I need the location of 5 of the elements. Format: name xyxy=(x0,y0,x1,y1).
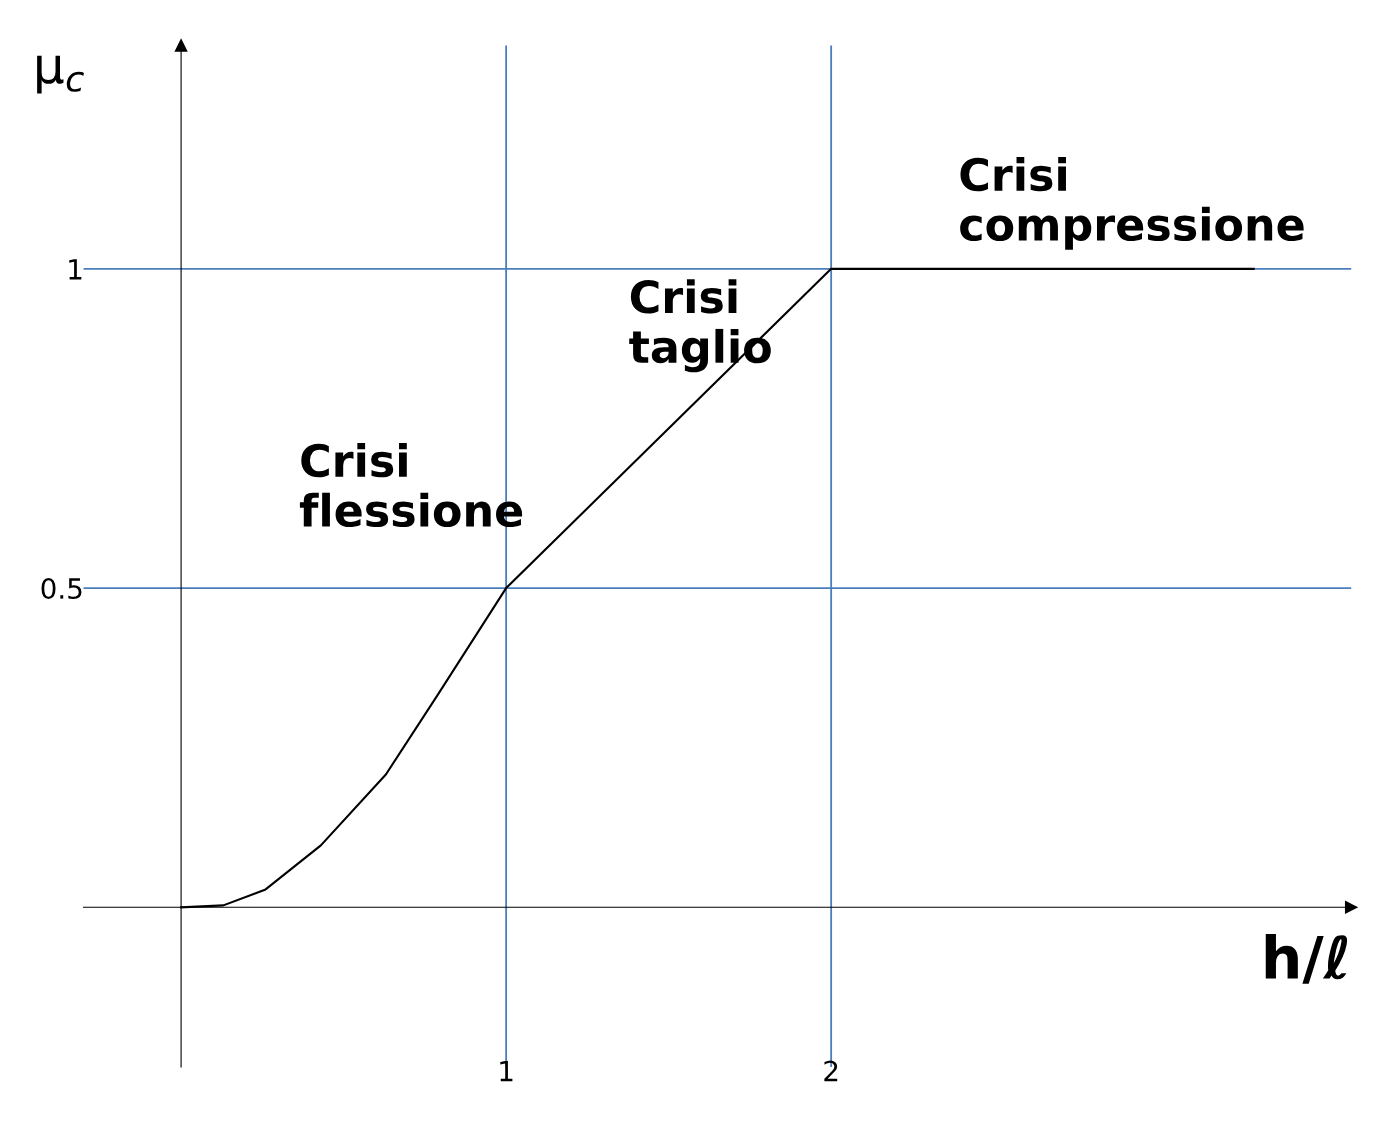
annotation: Crisi compressione xyxy=(960,156,1304,250)
y-tick-label: 0.5 xyxy=(41,578,82,600)
x-tick-label: 2 xyxy=(824,1060,838,1082)
x-axis-title: h/ℓ xyxy=(1265,934,1348,984)
y-axis-title: μ$_{c}$ xyxy=(37,55,84,94)
